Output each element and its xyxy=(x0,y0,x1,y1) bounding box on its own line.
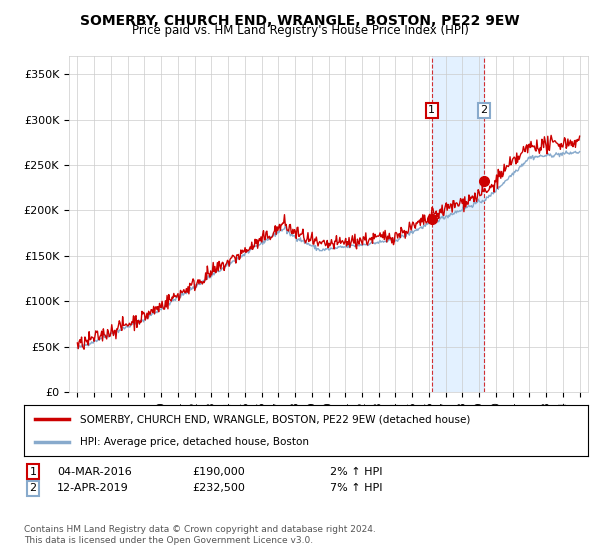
Text: 2: 2 xyxy=(29,483,37,493)
Text: 04-MAR-2016: 04-MAR-2016 xyxy=(57,466,132,477)
Bar xyxy=(432,56,484,392)
Text: Price paid vs. HM Land Registry's House Price Index (HPI): Price paid vs. HM Land Registry's House … xyxy=(131,24,469,36)
Text: HPI: Average price, detached house, Boston: HPI: Average price, detached house, Bost… xyxy=(80,437,310,447)
Text: 7% ↑ HPI: 7% ↑ HPI xyxy=(330,483,383,493)
Text: 2% ↑ HPI: 2% ↑ HPI xyxy=(330,466,383,477)
Text: 1: 1 xyxy=(29,466,37,477)
Text: 12-APR-2019: 12-APR-2019 xyxy=(57,483,129,493)
Text: £190,000: £190,000 xyxy=(192,466,245,477)
Text: Contains HM Land Registry data © Crown copyright and database right 2024.
This d: Contains HM Land Registry data © Crown c… xyxy=(24,525,376,545)
Text: SOMERBY, CHURCH END, WRANGLE, BOSTON, PE22 9EW (detached house): SOMERBY, CHURCH END, WRANGLE, BOSTON, PE… xyxy=(80,414,471,424)
Text: 2: 2 xyxy=(481,105,487,115)
Text: 1: 1 xyxy=(428,105,435,115)
Text: SOMERBY, CHURCH END, WRANGLE, BOSTON, PE22 9EW: SOMERBY, CHURCH END, WRANGLE, BOSTON, PE… xyxy=(80,14,520,28)
Text: £232,500: £232,500 xyxy=(192,483,245,493)
